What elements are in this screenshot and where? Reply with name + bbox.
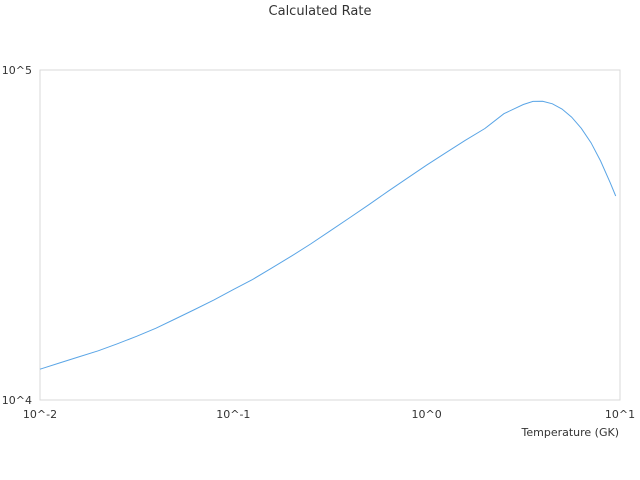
x-tick-label: 10^-1 <box>216 408 250 421</box>
x-tick-label: 10^0 <box>412 408 442 421</box>
chart-title: Calculated Rate <box>268 4 372 19</box>
plot-area <box>39 69 621 401</box>
y-tick-label: 10^5 <box>2 64 32 77</box>
series-line <box>39 100 617 370</box>
x-tick-label: 10^1 <box>605 408 635 421</box>
x-tick-label: 10^-2 <box>23 408 57 421</box>
y-tick-label: 10^4 <box>2 394 32 407</box>
x-axis-label: Temperature (GK) <box>521 426 620 439</box>
